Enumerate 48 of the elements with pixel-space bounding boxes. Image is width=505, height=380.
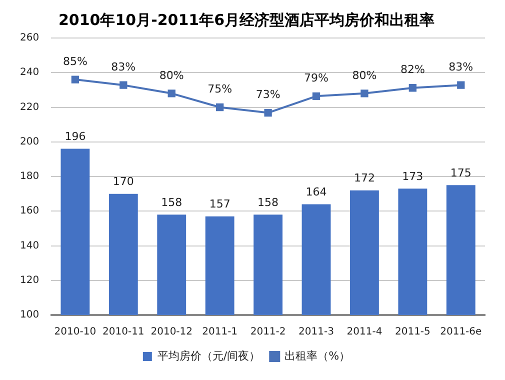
y-tick-label: 180 [20, 171, 40, 182]
x-tick-label: 2011-5 [394, 326, 430, 338]
data-label: 158 [161, 196, 182, 209]
y-tick-label: 120 [20, 274, 40, 286]
data-label: 83% [111, 60, 136, 74]
point [360, 90, 368, 98]
legend-label: 平均房价（元/间夜） [157, 349, 260, 362]
point [457, 81, 465, 89]
x-tick-label: 2011-1 [202, 326, 238, 338]
y-tick-label: 160 [20, 206, 40, 217]
data-label: 73% [256, 88, 280, 102]
y-tick-label: 220 [20, 102, 40, 113]
data-label: 157 [209, 198, 230, 211]
data-label: 158 [258, 196, 279, 209]
y-tick-label: 260 [20, 32, 40, 44]
data-label: 80% [352, 68, 377, 82]
data-label: 82% [400, 63, 425, 76]
point [216, 103, 224, 112]
legend-label: 出租率（%） [284, 349, 350, 362]
data-label: 170 [112, 175, 134, 188]
x-tick-label: 2010-11 [102, 326, 144, 338]
data-label: 172 [354, 172, 375, 185]
y-tick-label: 100 [20, 310, 40, 321]
y-tick-label: 140 [20, 240, 40, 252]
data-label: 75% [208, 82, 232, 96]
data-label: 80% [159, 68, 184, 82]
y-tick-label: 240 [20, 67, 40, 78]
x-tick-label: 2010-10 [54, 326, 96, 338]
data-label: 196 [64, 130, 86, 144]
point [264, 108, 272, 117]
data-label: 164 [306, 186, 327, 199]
data-label: 175 [450, 166, 472, 180]
point [120, 81, 128, 89]
point [312, 92, 320, 100]
point [168, 90, 176, 98]
x-tick-label: 2011-3 [298, 326, 334, 338]
x-tick-label: 2011-2 [250, 326, 286, 338]
point [408, 84, 417, 92]
x-tick-label: 2011-4 [346, 326, 382, 338]
point [71, 76, 80, 84]
x-tick-label: 2010-12 [150, 326, 193, 338]
data-label: 85% [62, 54, 88, 68]
data-label: 83% [448, 60, 474, 74]
x-tick-label: 2011-6e [440, 326, 482, 338]
data-label: 79% [304, 72, 328, 85]
chart-title: 2010年10月-2011年6月经济型酒店平均房价和出租率 [58, 10, 435, 29]
y-tick-label: 200 [20, 136, 40, 148]
data-label: 173 [402, 170, 424, 183]
